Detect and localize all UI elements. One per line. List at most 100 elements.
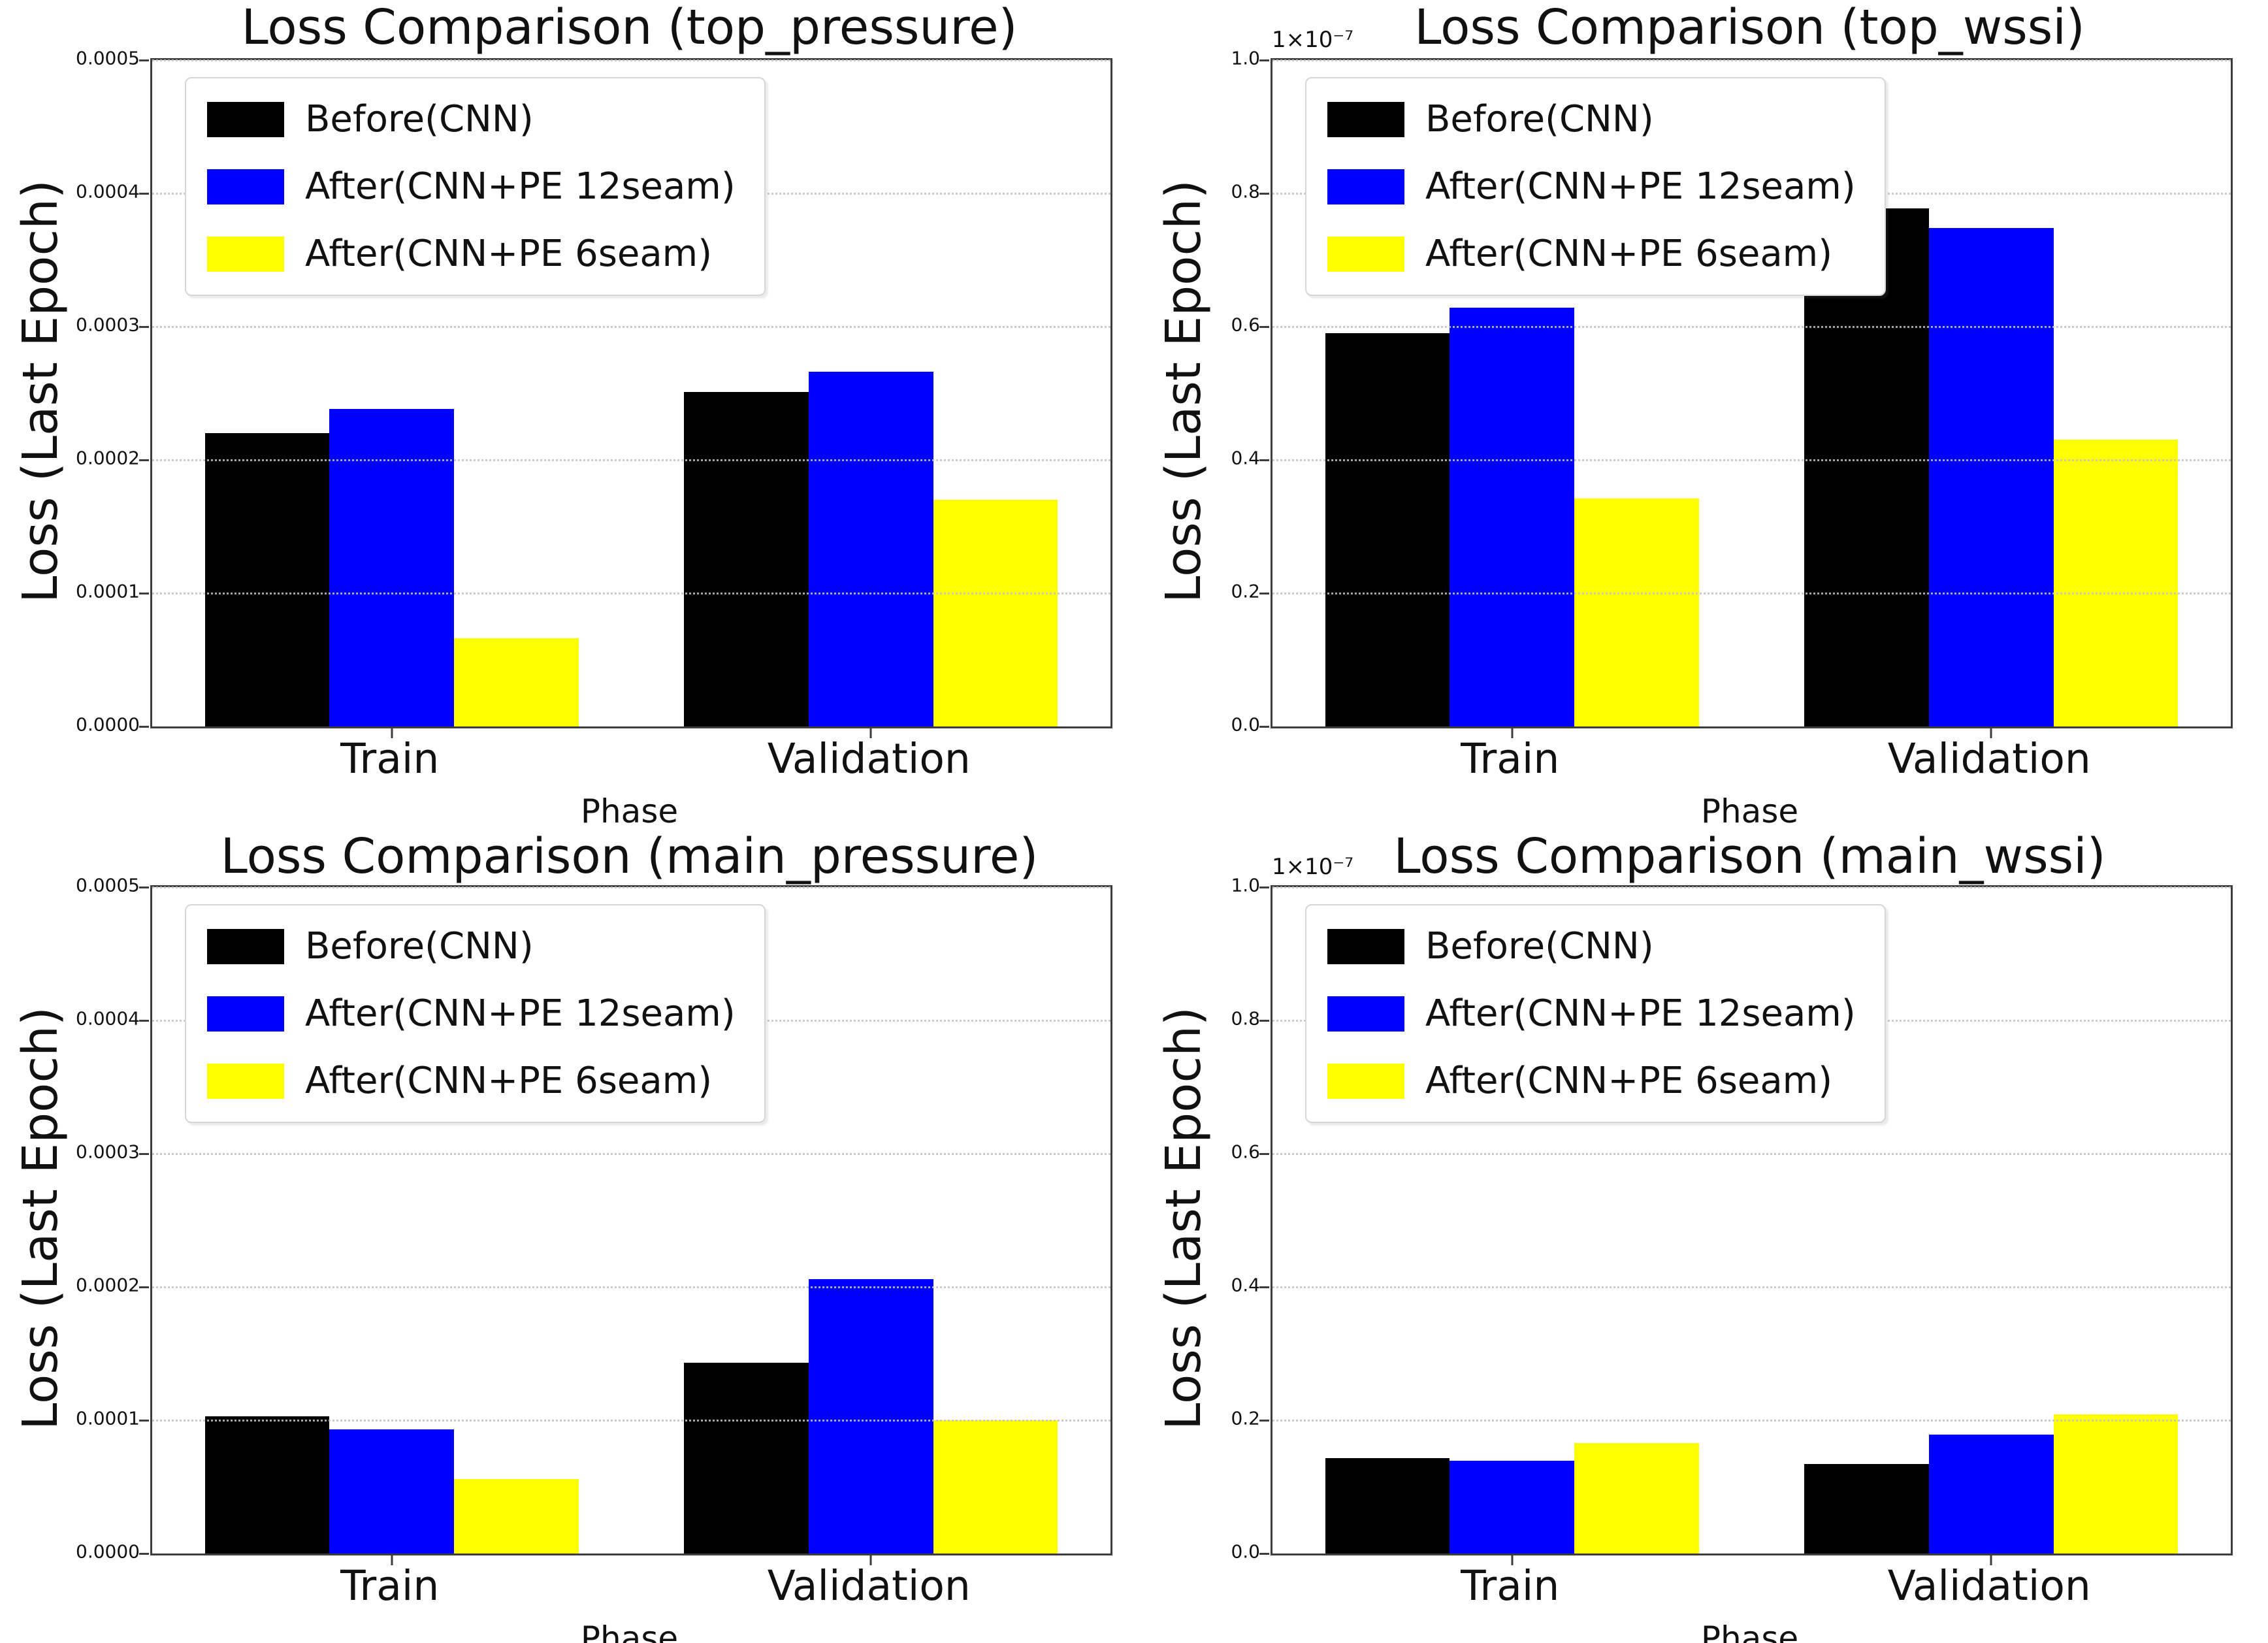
bar-group-train [204, 60, 579, 726]
y-tick-label: 0.0001 [76, 580, 140, 602]
plot-area: Before(CNN) After(CNN+PE 12seam) After(CNN… [139, 885, 1112, 1565]
y-tick-mark [1259, 325, 1269, 328]
bar-after_cnn_pe_6seam [454, 1479, 579, 1554]
plot-area: Before(CNN) After(CNN+PE 12seam) After(CNN… [1259, 885, 2233, 1565]
y-tick-mark [1259, 592, 1269, 594]
y-axis-tick-labels: 0.0 0.2 0.4 0.6 0.8 1.0 [1134, 48, 1260, 736]
y-axis-tick-labels: 0.0000 0.0001 0.0002 0.0003 0.0004 0.0005 [0, 48, 140, 736]
y-tick-mark [1259, 1286, 1269, 1288]
bar-group-train [1325, 887, 1699, 1554]
y-tick-mark [1259, 1552, 1269, 1555]
x-axis-tick-labels: Train Validation [150, 1562, 1109, 1616]
bar-before_cnn [1804, 1464, 1929, 1554]
legend-item: After(CNN+PE 12seam) [1327, 992, 1856, 1035]
y-tick-mark [139, 886, 149, 888]
y-tick-label: 0.8 [1231, 180, 1260, 203]
legend-swatch-after_cnn_pe_6seam [207, 1063, 284, 1099]
legend-label-after_cnn_pe_6seam: After(CNN+PE 6seam) [305, 233, 713, 275]
legend-label-before_cnn: Before(CNN) [305, 98, 534, 140]
y-axis-offset-text: 1×10⁻⁷ [1272, 854, 1353, 880]
x-axis-tick-labels: Train Validation [150, 735, 1109, 789]
y-tick-label: 0.0 [1231, 1540, 1260, 1563]
bar-group-train [1325, 60, 1699, 726]
y-tick-label: 0.0003 [76, 314, 140, 336]
x-tick-label: Train [340, 735, 440, 783]
legend-label-after_cnn_pe_12seam: After(CNN+PE 12seam) [1425, 165, 1856, 208]
legend-swatch-before_cnn [207, 928, 284, 964]
x-tick-mark [1990, 728, 1992, 738]
legend-swatch-after_cnn_pe_12seam [1327, 996, 1404, 1032]
bar-before_cnn [1325, 1458, 1450, 1554]
y-tick-mark [139, 725, 149, 728]
legend-label-after_cnn_pe_12seam: After(CNN+PE 12seam) [305, 165, 736, 208]
bar-after_cnn_pe_6seam [2053, 440, 2179, 726]
y-tick-mark [1259, 886, 1269, 888]
legend-item: After(CNN+PE 6seam) [1327, 233, 1856, 275]
bar-after_cnn_pe_6seam [454, 638, 579, 726]
bar-before_cnn [204, 1416, 330, 1554]
x-tick-mark [869, 1555, 872, 1565]
y-tick-mark [1259, 1019, 1269, 1022]
legend-item: After(CNN+PE 12seam) [207, 992, 736, 1035]
bar-before_cnn [684, 1363, 809, 1554]
y-tick-mark [1259, 459, 1269, 461]
legend-label-after_cnn_pe_6seam: After(CNN+PE 6seam) [305, 1060, 713, 1102]
x-tick-mark [391, 1555, 393, 1565]
legend-label-after_cnn_pe_12seam: After(CNN+PE 12seam) [1425, 992, 1856, 1035]
legend-swatch-before_cnn [1327, 101, 1404, 137]
x-tick-label: Validation [767, 1562, 971, 1610]
legend-swatch-after_cnn_pe_12seam [207, 996, 284, 1032]
bar-after_cnn_pe_12seam [808, 1278, 933, 1554]
legend: Before(CNN) After(CNN+PE 12seam) After(CNN… [1305, 77, 1886, 296]
plot-area: Before(CNN) After(CNN+PE 12seam) After(CNN… [1259, 58, 2233, 738]
y-tick-mark [1259, 1419, 1269, 1422]
y-tick-label: 0.0004 [76, 180, 140, 203]
bar-group-validation [684, 60, 1058, 726]
chart-title: Loss Comparison (top_wssi) [1414, 0, 2085, 56]
x-tick-mark [391, 728, 393, 738]
x-axis-label: Phase [580, 792, 679, 830]
legend-item: After(CNN+PE 12seam) [207, 165, 736, 208]
bar-group-validation [1804, 887, 2179, 1554]
legend-label-after_cnn_pe_6seam: After(CNN+PE 6seam) [1425, 233, 1833, 275]
x-tick-label: Validation [767, 735, 971, 783]
y-tick-label: 0.6 [1231, 1141, 1260, 1163]
y-tick-mark [1259, 725, 1269, 728]
y-tick-mark [139, 592, 149, 594]
legend: Before(CNN) After(CNN+PE 12seam) After(CNN… [185, 77, 766, 296]
bar-after_cnn_pe_6seam [1574, 1442, 1699, 1554]
bar-after_cnn_pe_6seam [933, 1420, 1058, 1554]
y-tick-label: 0.0000 [76, 1540, 140, 1563]
x-axis-tick-labels: Train Validation [1271, 1562, 2229, 1616]
legend-item: After(CNN+PE 12seam) [1327, 165, 1856, 208]
legend-swatch-before_cnn [207, 101, 284, 137]
legend-swatch-after_cnn_pe_6seam [1327, 236, 1404, 272]
y-tick-mark [139, 1286, 149, 1288]
y-tick-label: 0.0002 [76, 447, 140, 469]
legend-swatch-before_cnn [1327, 928, 1404, 964]
legend-swatch-after_cnn_pe_12seam [1327, 169, 1404, 204]
y-tick-mark [139, 459, 149, 461]
bar-after_cnn_pe_12seam [1928, 228, 2054, 726]
subplot-main-pressure: Loss Comparison (main_pressure) Loss (La… [0, 821, 1134, 1643]
bar-after_cnn_pe_12seam [1928, 1435, 2054, 1554]
legend-label-before_cnn: Before(CNN) [305, 925, 534, 968]
y-tick-mark [139, 1152, 149, 1155]
x-axis-label: Phase [1700, 1619, 1799, 1643]
x-tick-label: Validation [1887, 735, 2091, 783]
bar-after_cnn_pe_12seam [329, 409, 455, 726]
y-tick-label: 0.2 [1231, 580, 1260, 602]
y-tick-label: 0.0005 [76, 874, 140, 896]
legend-swatch-after_cnn_pe_12seam [207, 169, 284, 204]
bar-before_cnn [204, 433, 330, 726]
subplot-main-wssi: Loss Comparison (main_wssi) Loss (Last E… [1134, 821, 2268, 1643]
bar-group-validation [1804, 60, 2179, 726]
legend-item: After(CNN+PE 6seam) [207, 1060, 736, 1102]
y-tick-mark [139, 1019, 149, 1022]
legend-item: Before(CNN) [1327, 98, 1856, 140]
legend-swatch-after_cnn_pe_6seam [1327, 1063, 1404, 1099]
y-tick-label: 0.0004 [76, 1007, 140, 1030]
plot-area: Before(CNN) After(CNN+PE 12seam) After(CNN… [139, 58, 1112, 738]
legend-label-before_cnn: Before(CNN) [1425, 98, 1654, 140]
